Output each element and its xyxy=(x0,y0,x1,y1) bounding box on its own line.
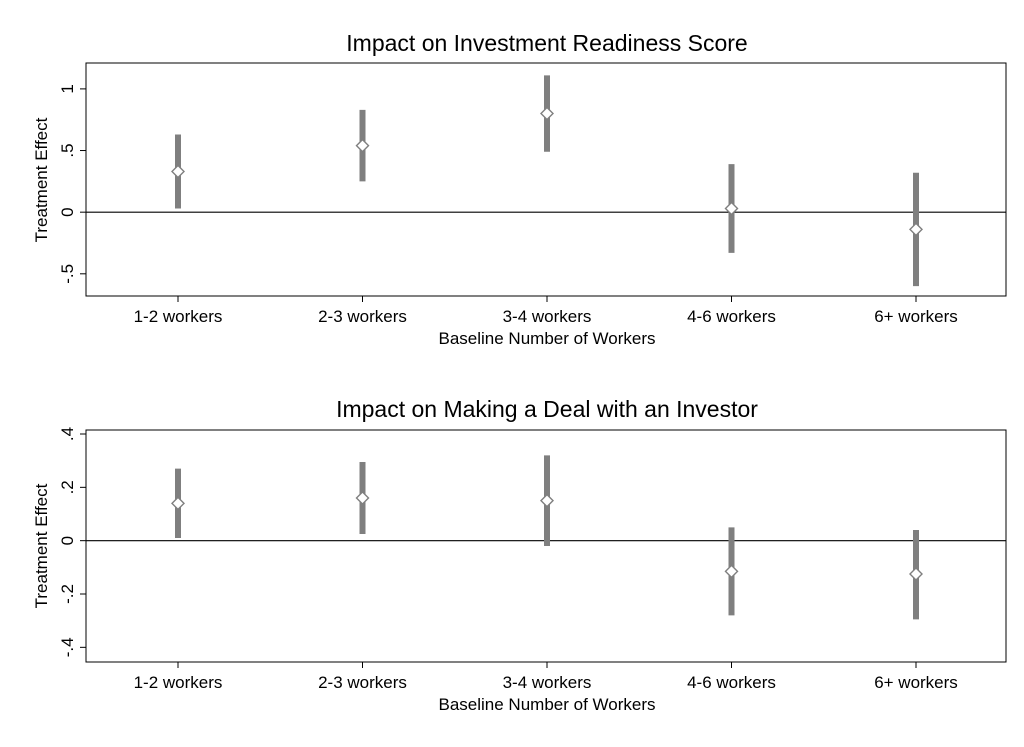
y-axis-label: Treatment Effect xyxy=(32,117,51,242)
point-estimate-marker xyxy=(540,106,554,121)
x-tick-label: 2-3 workers xyxy=(318,673,407,692)
x-axis-ticks: 1-2 workers 2-3 workers 3-4 workers 4-6 wor… xyxy=(134,296,958,326)
plot-frame xyxy=(85,62,1007,297)
x-axis-title: Baseline Number of Workers xyxy=(439,329,656,348)
x-tick-label: 6+ workers xyxy=(874,307,958,326)
y-tick-label: 1 xyxy=(58,84,77,93)
x-tick-label: 6+ workers xyxy=(874,673,958,692)
x-tick-label: 3-4 workers xyxy=(503,673,592,692)
x-axis-ticks: 1-2 workers 2-3 workers 3-4 workers 4-6 wor… xyxy=(134,662,958,692)
point-estimate-marker xyxy=(171,164,185,179)
point-estimate-marker xyxy=(171,496,185,511)
y-tick-label: -.4 xyxy=(58,637,77,657)
point-estimate-marker xyxy=(724,564,739,579)
y-tick-label: -.5 xyxy=(58,264,77,284)
y-tick-label: 0 xyxy=(58,207,77,216)
point-estimate-marker xyxy=(724,201,739,216)
y-axis-ticks: 1 .5 0 -.5 xyxy=(58,84,86,284)
chart-panel-deal: Impact on Making a Deal with an Investor… xyxy=(32,396,1007,714)
x-tick-label: 2-3 workers xyxy=(318,307,407,326)
y-tick-label: .5 xyxy=(58,143,77,157)
y-tick-label: .4 xyxy=(58,427,77,441)
estimates-series xyxy=(171,455,923,620)
y-axis-title: Treatment Effect xyxy=(32,483,51,608)
plot-frame xyxy=(85,429,1007,663)
y-axis-label: Treatment Effect xyxy=(32,483,51,608)
y-tick-label: .2 xyxy=(58,480,77,494)
point-estimate-marker xyxy=(909,222,923,237)
chart-panel-readiness: Impact on Investment Readiness Score Tre… xyxy=(32,30,1007,348)
y-axis-ticks: .4 .2 0 -.2 -.4 xyxy=(58,427,86,657)
x-tick-label: 3-4 workers xyxy=(503,307,592,326)
estimates-series xyxy=(171,75,923,287)
y-axis-title: Treatment Effect xyxy=(32,117,51,242)
x-tick-label: 1-2 workers xyxy=(134,307,223,326)
chart-title: Impact on Investment Readiness Score xyxy=(346,30,747,56)
point-estimate-marker xyxy=(540,493,554,508)
x-axis-title: Baseline Number of Workers xyxy=(439,695,656,714)
y-tick-label: -.2 xyxy=(58,584,77,604)
x-tick-label: 4-6 workers xyxy=(687,307,776,326)
point-estimate-marker xyxy=(355,138,370,153)
x-tick-label: 4-6 workers xyxy=(687,673,776,692)
y-tick-label: 0 xyxy=(58,536,77,545)
x-tick-label: 1-2 workers xyxy=(134,673,223,692)
chart-title: Impact on Making a Deal with an Investor xyxy=(336,396,758,422)
point-estimate-marker xyxy=(909,567,923,581)
point-estimate-marker xyxy=(355,491,370,505)
